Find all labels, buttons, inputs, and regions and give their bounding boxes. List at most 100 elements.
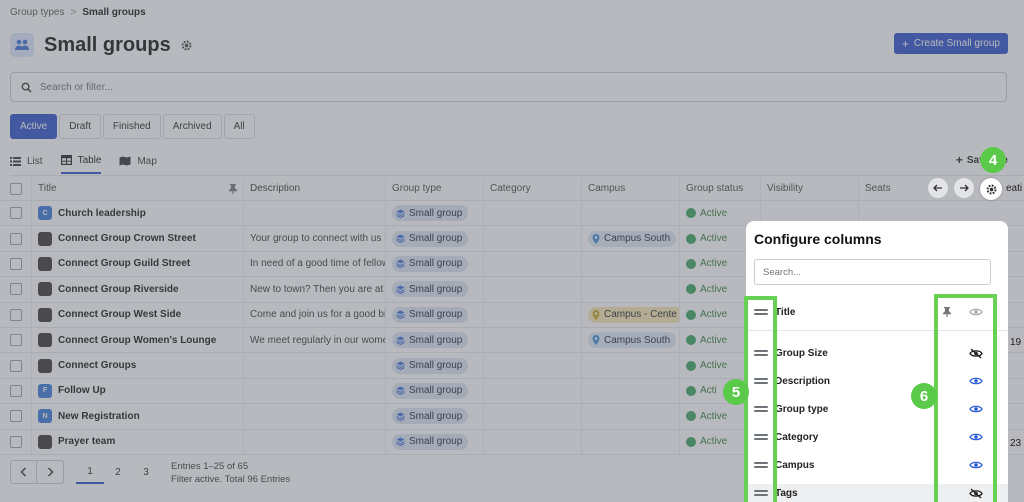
page-3-button[interactable]: 3 [143, 466, 149, 478]
drag-handle-icon[interactable] [754, 309, 768, 315]
tab-all[interactable]: All [223, 114, 255, 139]
search-input[interactable]: Search or filter... [10, 72, 1007, 102]
row-checkbox[interactable] [9, 334, 22, 347]
tab-archived[interactable]: Archived [162, 114, 222, 139]
column-item-description[interactable]: Description [746, 370, 1008, 392]
column-header-category[interactable]: Category [484, 177, 582, 200]
table-row[interactable]: N New Registration Small group Active [0, 404, 1024, 430]
title-cell[interactable]: Connect Group Crown Street [32, 226, 244, 251]
drag-handle-icon[interactable] [754, 462, 768, 468]
group-title[interactable]: Follow Up [58, 385, 106, 397]
group-title[interactable]: New Registration [58, 410, 140, 422]
row-checkbox[interactable] [9, 384, 22, 397]
row-checkbox[interactable] [9, 207, 22, 220]
view-tab-map[interactable]: Map [119, 148, 157, 174]
next-page-button[interactable] [37, 460, 64, 484]
column-header-group-type[interactable]: Group type [386, 177, 484, 200]
table-row[interactable]: Connect Group Riverside New to town? The… [0, 277, 1024, 303]
description-cell: In need of a good time of fellows [244, 251, 386, 277]
table-row[interactable]: Prayer team Small group Active [0, 429, 1024, 455]
column-item-campus[interactable]: Campus [746, 454, 1008, 476]
table-row[interactable]: Connect Group Women's Lounge We meet reg… [0, 327, 1024, 354]
column-item-title[interactable]: Title [746, 301, 1008, 323]
group-type-cell: Small group [386, 277, 484, 302]
tab-finished[interactable]: Finished [102, 114, 161, 139]
column-header-group-status[interactable]: Group status [680, 177, 761, 200]
page-2-button[interactable]: 2 [115, 466, 121, 478]
column-header-description[interactable]: Description [244, 177, 386, 200]
table-row[interactable]: C Church leadership Small group Active [0, 201, 1024, 227]
scroll-left-button[interactable] [928, 178, 948, 198]
column-item-tags[interactable]: Tags [746, 482, 1008, 502]
column-item-group-size[interactable]: Group Size [746, 342, 1008, 364]
title-cell[interactable]: Connect Group Riverside [32, 277, 244, 302]
page-1-button[interactable]: 1 [76, 460, 104, 484]
column-item-category[interactable]: Category [746, 426, 1008, 448]
group-title[interactable]: Connect Group West Side [58, 309, 182, 321]
group-title[interactable]: Connect Group Riverside [58, 283, 179, 295]
group-title[interactable]: Connect Group Guild Street [58, 258, 191, 270]
table-row[interactable]: Connect Groups Small group Active [0, 353, 1024, 379]
row-checkbox[interactable] [9, 257, 22, 270]
eye-icon[interactable] [969, 404, 983, 414]
row-checkbox[interactable] [9, 435, 22, 448]
title-cell[interactable]: C Church leadership [32, 201, 244, 226]
layers-icon [396, 259, 405, 269]
column-search-input[interactable]: Search... [754, 259, 991, 285]
create-small-group-button[interactable]: + Create Small group [893, 33, 1008, 54]
eye-icon[interactable] [969, 432, 983, 442]
row-checkbox[interactable] [9, 232, 22, 245]
title-cell[interactable]: Connect Group West Side [32, 302, 244, 327]
drag-handle-icon[interactable] [754, 406, 768, 412]
table-row[interactable]: Connect Group West Side Come and join us… [0, 302, 1024, 328]
column-header-visibility[interactable]: Visibility [761, 177, 859, 200]
table-row[interactable]: Connect Group Guild Street In need of a … [0, 251, 1024, 278]
drag-handle-icon[interactable] [754, 434, 768, 440]
row-checkbox[interactable] [9, 308, 22, 321]
view-tab-list[interactable]: List [10, 148, 43, 174]
drag-handle-icon[interactable] [754, 490, 768, 496]
group-title[interactable]: Church leadership [58, 207, 146, 219]
tab-active[interactable]: Active [10, 114, 58, 139]
group-title[interactable]: Connect Group Women's Lounge [58, 334, 217, 346]
row-checkbox[interactable] [9, 283, 22, 296]
group-title[interactable]: Prayer team [58, 436, 116, 448]
column-header-campus[interactable]: Campus [582, 177, 680, 200]
tab-draft[interactable]: Draft [59, 114, 101, 139]
title-cell[interactable]: Prayer team [32, 429, 244, 454]
select-all-checkbox[interactable] [9, 182, 22, 195]
configure-columns-button[interactable] [980, 178, 1002, 200]
drag-handle-icon[interactable] [754, 350, 768, 356]
eye-off-icon[interactable] [969, 347, 983, 359]
column-header-seats[interactable]: Seats [865, 183, 891, 194]
group-type-pill: Small group [392, 433, 469, 450]
table-row[interactable]: Connect Group Crown Street Your group to… [0, 226, 1024, 252]
breadcrumb-parent[interactable]: Group types [10, 7, 65, 18]
group-title[interactable]: Connect Groups [58, 360, 137, 372]
column-nav [928, 178, 1002, 200]
row-checkbox[interactable] [9, 410, 22, 423]
eye-icon[interactable] [969, 376, 983, 386]
title-cell[interactable]: F Follow Up [32, 378, 244, 404]
column-item-group-type[interactable]: Group type [746, 398, 1008, 420]
divider [746, 330, 1008, 331]
title-cell[interactable]: Connect Group Women's Lounge [32, 327, 244, 353]
previous-page-button[interactable] [10, 460, 37, 484]
scroll-right-button[interactable] [954, 178, 974, 198]
pin-icon[interactable] [943, 307, 951, 317]
eye-icon[interactable] [969, 307, 983, 317]
title-cell[interactable]: N New Registration [32, 404, 244, 429]
group-type-label: Small group [409, 334, 463, 346]
pin-icon[interactable] [229, 183, 237, 194]
group-title[interactable]: Connect Group Crown Street [58, 233, 196, 245]
eye-off-icon[interactable] [969, 487, 983, 499]
view-tab-table[interactable]: Table [60, 148, 102, 174]
table-row[interactable]: F Follow Up Small group Acti [0, 378, 1024, 405]
drag-handle-icon[interactable] [754, 378, 768, 384]
title-cell[interactable]: Connect Group Guild Street [32, 251, 244, 277]
column-header-title[interactable]: Title [32, 177, 244, 200]
eye-icon[interactable] [969, 460, 983, 470]
gear-icon[interactable] [181, 40, 192, 51]
title-cell[interactable]: Connect Groups [32, 353, 244, 378]
row-checkbox[interactable] [9, 359, 22, 372]
